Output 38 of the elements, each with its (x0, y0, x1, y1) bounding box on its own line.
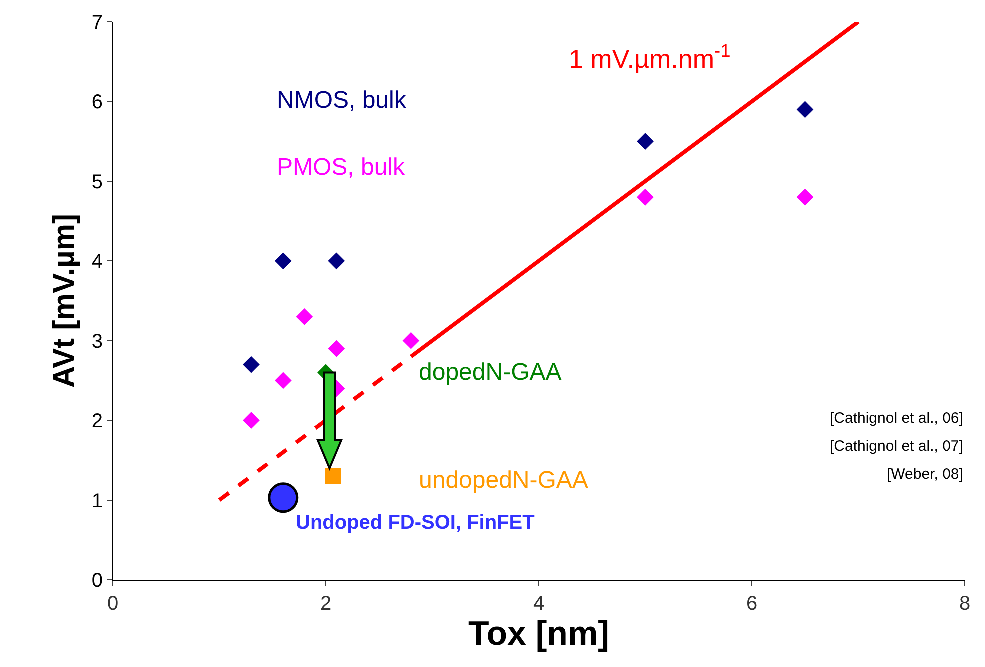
x-axis-title: Tox [nm] (468, 615, 610, 653)
point (274, 252, 292, 270)
x-tick-label: 2 (320, 593, 332, 615)
point (328, 340, 346, 358)
point (796, 101, 814, 118)
point (637, 188, 654, 206)
y-tick-label: 3 (92, 330, 103, 353)
text: dopedN-GAA (419, 359, 562, 386)
point (328, 252, 346, 270)
point (243, 356, 260, 374)
y-tick-label: 5 (92, 171, 103, 194)
annotation: [Cathignol et al., 06] (830, 410, 964, 427)
x-tick-label: 4 (533, 593, 545, 615)
y-tick-label: 4 (92, 251, 103, 274)
y-axis-title: AVt [mV.µm] (48, 214, 81, 388)
series-label: Undoped FD-SOI, FinFET (296, 512, 535, 534)
y-tick-label: 7 (92, 12, 103, 34)
y-tick-label: 2 (92, 410, 103, 433)
annotation: [Cathignol et al., 07] (830, 438, 964, 455)
point (796, 188, 814, 206)
point (296, 308, 314, 326)
text: undopedN-GAA (419, 467, 588, 494)
x-tick-label: 0 (107, 593, 119, 615)
x-tick-label: 6 (746, 593, 758, 615)
point (243, 412, 260, 430)
point (268, 482, 299, 514)
point (637, 133, 654, 150)
text: PMOS, bulk (277, 154, 406, 181)
annotation: 1 mV.µm.nm$^{-1}$ (569, 41, 731, 74)
point (274, 372, 292, 390)
text: NMOS, bulk (277, 87, 408, 114)
annotation: [Weber, 08] (887, 466, 964, 483)
point (325, 468, 342, 484)
y-tick-label: 0 (92, 570, 103, 592)
y-tick-label: 1 (92, 490, 103, 512)
point (402, 332, 420, 350)
x-tick-label: 8 (959, 593, 971, 615)
y-tick-label: 6 (92, 92, 103, 114)
